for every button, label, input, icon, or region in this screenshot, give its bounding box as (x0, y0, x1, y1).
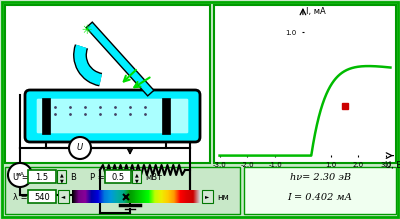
Bar (42, 98, 50, 134)
Text: ▲: ▲ (60, 173, 63, 178)
Text: 1.5: 1.5 (36, 173, 48, 182)
FancyBboxPatch shape (105, 170, 131, 183)
Text: U =: U = (13, 173, 29, 182)
Text: мА: мА (16, 173, 24, 178)
Text: ✳: ✳ (82, 23, 92, 37)
Text: λ =: λ = (13, 193, 28, 201)
Text: P =: P = (90, 173, 105, 182)
Bar (57, 170, 66, 183)
Text: ◄: ◄ (61, 194, 66, 200)
Text: В: В (70, 173, 76, 182)
Bar (58, 190, 69, 203)
FancyBboxPatch shape (36, 98, 189, 134)
Text: мВт: мВт (145, 173, 162, 182)
Text: ▼: ▼ (135, 178, 138, 184)
FancyBboxPatch shape (28, 170, 56, 183)
Bar (5, 5, 210, 163)
Circle shape (69, 137, 91, 159)
FancyBboxPatch shape (25, 90, 200, 142)
Text: ▼: ▼ (60, 178, 63, 184)
Text: I = 0.402 мА: I = 0.402 мА (288, 193, 352, 201)
Text: 0.5: 0.5 (112, 173, 124, 182)
Bar (244, 167, 396, 214)
Bar (202, 190, 213, 203)
Bar (214, 5, 396, 163)
Text: U, B: U, B (386, 161, 400, 170)
FancyBboxPatch shape (28, 190, 56, 203)
Text: нм: нм (217, 193, 229, 201)
Text: ▲: ▲ (135, 173, 138, 178)
Text: I, мА: I, мА (306, 7, 326, 16)
Text: 540: 540 (34, 193, 50, 201)
Bar (162, 98, 170, 134)
Text: ►: ► (205, 194, 210, 200)
Circle shape (8, 163, 32, 187)
Text: U: U (77, 143, 83, 152)
Bar (132, 170, 141, 183)
Text: hν= 2.30 эВ: hν= 2.30 эВ (290, 173, 350, 182)
Bar (5, 167, 240, 214)
